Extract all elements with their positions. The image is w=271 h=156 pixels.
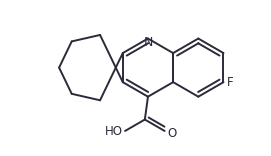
Text: O: O <box>168 127 177 139</box>
Text: N: N <box>143 37 153 49</box>
Text: F: F <box>227 76 233 89</box>
Text: HO: HO <box>105 125 123 139</box>
